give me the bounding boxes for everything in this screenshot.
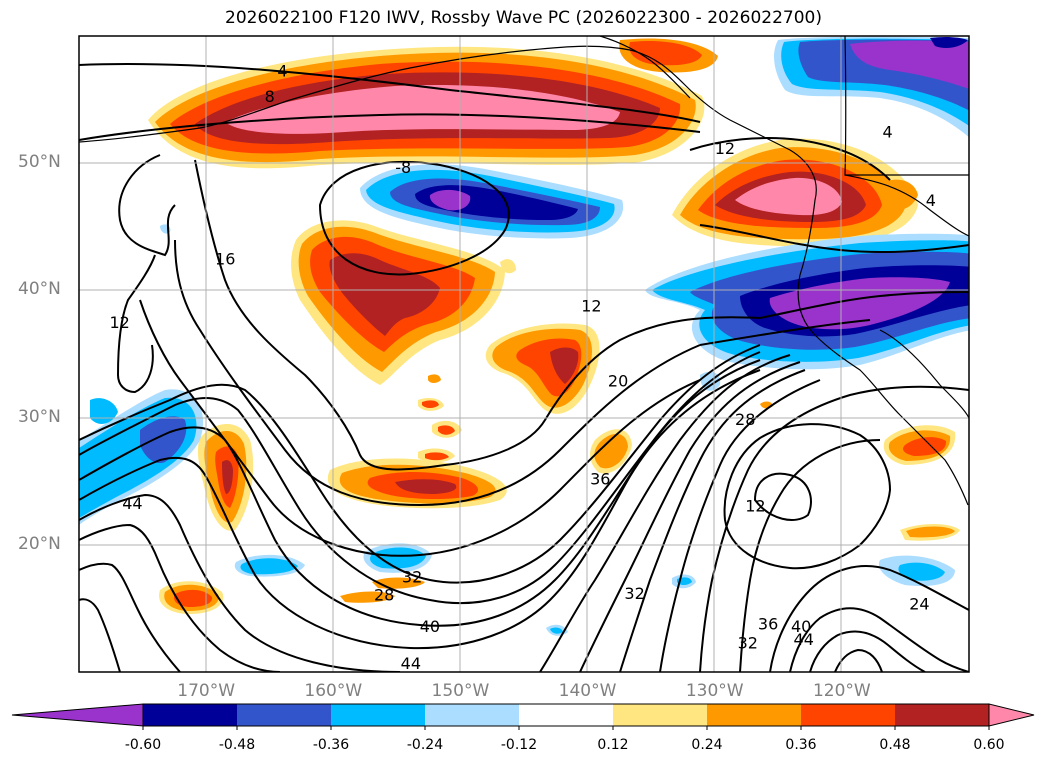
contour-label: 20 <box>608 372 628 391</box>
colorbar-swatch <box>801 704 895 726</box>
colorbar-swatch <box>613 704 707 726</box>
colorbar-swatch <box>331 704 425 726</box>
colorbar-tick-label: 0.12 <box>597 737 629 753</box>
colorbar-tick-label: -0.12 <box>500 737 538 753</box>
colorbar-tick-label: 0.36 <box>785 737 817 753</box>
lat-label: 20°N <box>18 533 61 554</box>
colorbar-tick-label: 0.48 <box>879 737 911 753</box>
colorbar-swatch <box>143 704 237 726</box>
contour-label: 4 <box>277 61 287 80</box>
contour-label: 28 <box>735 410 755 429</box>
contour-label: 44 <box>122 494 142 513</box>
negative-anomaly-coast <box>645 36 969 370</box>
contour-label: 12 <box>715 139 735 158</box>
lat-label: 50°N <box>18 152 61 173</box>
contour-label: 8 <box>265 87 275 106</box>
lon-label: 140°W <box>558 681 617 701</box>
positive-anomaly-north <box>148 46 705 169</box>
colorbar-tick-label: 0.24 <box>691 737 723 753</box>
contour-label: 12 <box>110 313 130 332</box>
lon-label: 130°W <box>685 681 744 701</box>
lon-label: 120°W <box>812 681 871 701</box>
lon-label: 170°W <box>177 681 236 701</box>
colorbar-tick-label: 0.60 <box>973 737 1005 753</box>
lat-label: 40°N <box>18 279 61 300</box>
contour-label: 36 <box>758 615 778 634</box>
colorbar <box>11 703 1035 730</box>
coastlines <box>79 36 969 506</box>
contour-label: 40 <box>791 617 811 636</box>
lon-label: 150°W <box>431 681 490 701</box>
colorbar-tick-label: -0.60 <box>124 737 162 753</box>
lon-label: 160°W <box>304 681 363 701</box>
colorbar-tick-label: -0.36 <box>312 737 350 753</box>
contour-label: 40 <box>420 617 440 636</box>
colorbar-swatch <box>707 704 801 726</box>
colorbar-swatch <box>519 704 613 726</box>
colorbar-swatch <box>425 704 519 726</box>
positive-anomaly-northwest <box>672 138 918 247</box>
map-title: 2026022100 F120 IWV, Rossby Wave PC (202… <box>225 8 822 28</box>
colorbar-extend-low <box>11 703 144 727</box>
positive-anomaly-central <box>291 220 505 385</box>
negative-anomaly-north <box>360 164 624 239</box>
contour-label: 32 <box>738 634 758 653</box>
negative-anomaly-west <box>79 224 955 636</box>
contour-label: 32 <box>402 568 422 587</box>
colorbar-tick-label: -0.48 <box>218 737 256 753</box>
colorbar-swatch <box>237 704 331 726</box>
contour-label: 16 <box>215 250 235 269</box>
plot-frame <box>78 35 970 673</box>
colorbar-swatch <box>895 704 989 726</box>
contour-label: 12 <box>581 297 601 316</box>
contour-label: 24 <box>909 594 929 613</box>
contour-label: 4 <box>926 191 936 210</box>
contour-label: 4 <box>883 122 893 141</box>
colorbar-outline <box>142 703 990 727</box>
contour-label: 44 <box>401 654 421 673</box>
colorbar-tick-label: -0.24 <box>406 737 444 753</box>
contour-label: 44 <box>794 630 814 649</box>
contour-label: 36 <box>590 470 610 489</box>
lat-label: 30°N <box>18 406 61 427</box>
anomaly-fills <box>79 36 969 636</box>
colorbar-extend-high <box>988 703 1035 727</box>
contour-label: 12 <box>745 496 765 515</box>
iwv-contours <box>79 63 969 672</box>
contour-label: -8 <box>395 158 411 177</box>
gridlines <box>79 36 969 672</box>
contour-label: 28 <box>374 585 394 604</box>
contour-label: 32 <box>624 584 644 603</box>
